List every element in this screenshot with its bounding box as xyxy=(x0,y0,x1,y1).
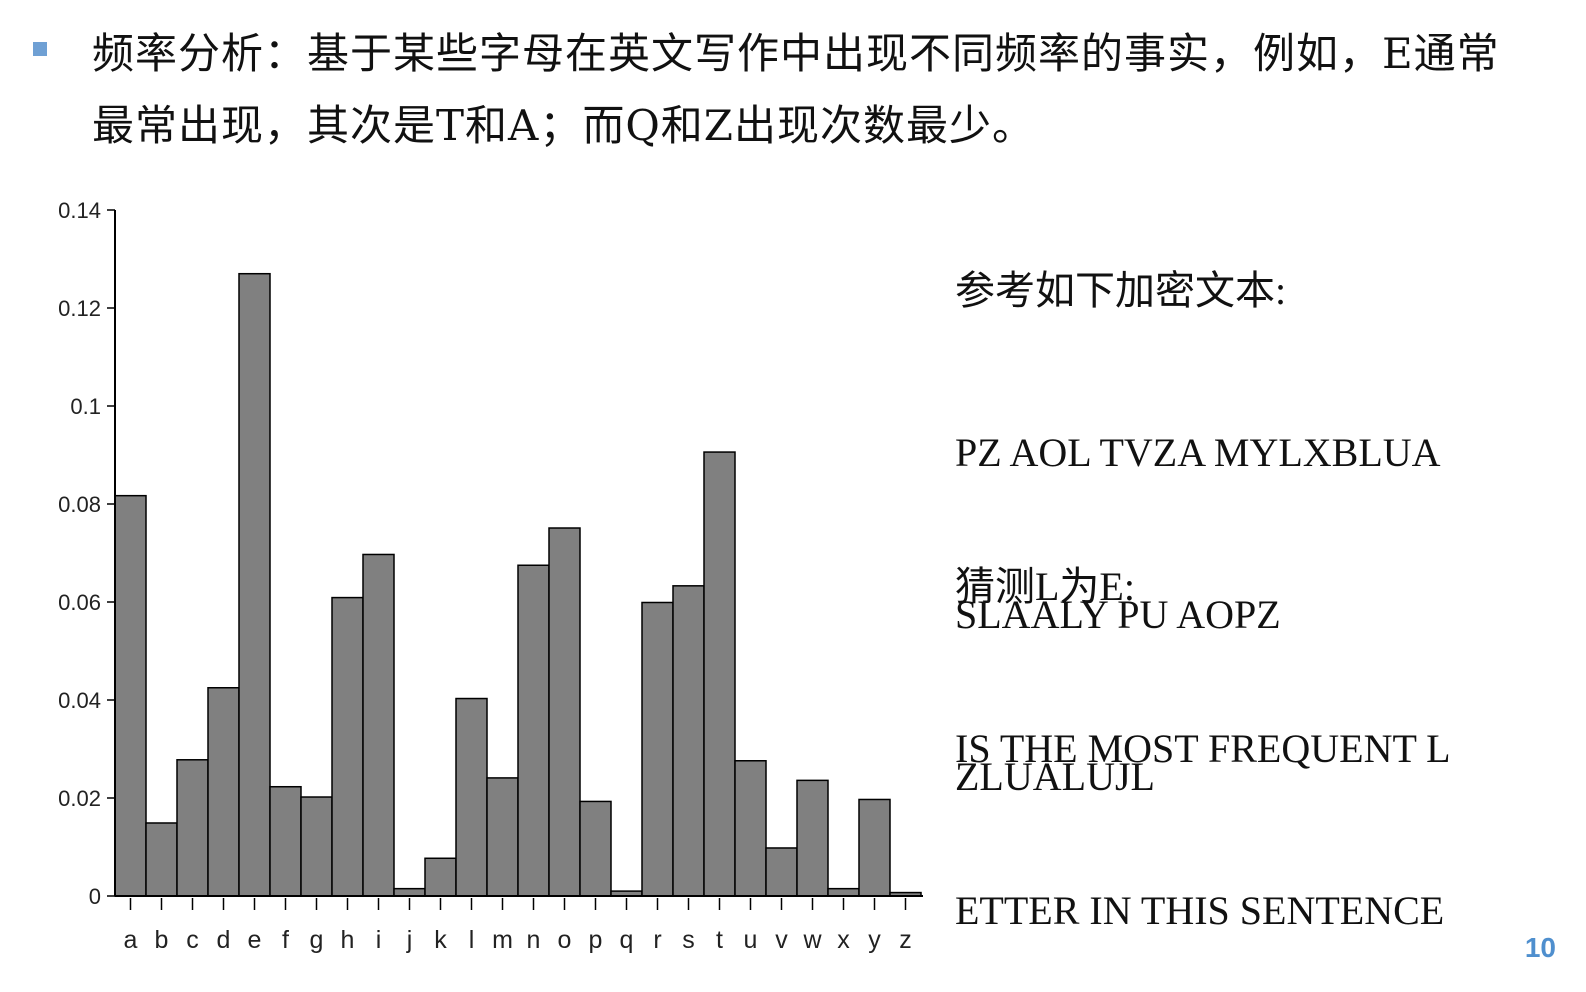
bar-b xyxy=(145,822,178,897)
cipher-line: ZLUALUJL xyxy=(955,754,1155,799)
y-tick-label: 0.12 xyxy=(58,296,101,321)
bar-r xyxy=(641,601,674,897)
bar-h xyxy=(331,596,364,897)
y-tick-label: 0.14 xyxy=(58,198,101,223)
x-tick-label: h xyxy=(341,926,355,954)
x-tick-label: m xyxy=(492,926,513,954)
x-tick-label: v xyxy=(775,926,788,954)
x-tick-label: p xyxy=(589,926,603,954)
x-tick-label: z xyxy=(899,926,912,954)
x-tick-label: i xyxy=(376,926,382,954)
bar-f xyxy=(269,785,302,897)
x-tick-label: s xyxy=(682,926,695,954)
bar-v xyxy=(765,847,798,897)
bar-t xyxy=(703,451,736,897)
bar-w xyxy=(796,779,829,897)
x-tick-label: c xyxy=(186,926,199,954)
x-tick-label: q xyxy=(620,926,634,954)
y-tick-label: 0.04 xyxy=(58,688,101,713)
y-tick-label: 0.02 xyxy=(58,786,101,811)
cipher-line: PZ AOL TVZA MYLXBLUA xyxy=(955,430,1441,475)
cipher-line: SLAALY PU AOPZ xyxy=(955,592,1281,637)
x-tick-label: y xyxy=(868,926,881,954)
x-tick-label: t xyxy=(716,926,723,954)
bar-e xyxy=(238,272,271,897)
bar-u xyxy=(734,760,767,897)
x-tick-label: f xyxy=(282,926,289,954)
x-tick-label: l xyxy=(469,926,475,954)
letter-frequency-chart: 0 0.02 0.04 0.06 0.08 0.1 0.12 0.14 a b c d e f g h i j k l… xyxy=(58,198,923,954)
bar-c xyxy=(176,759,209,897)
decrypted-line: ETTER IN THIS SENTENCE xyxy=(955,888,1445,933)
x-tick-label: a xyxy=(124,926,138,954)
bar-l xyxy=(455,697,488,897)
x-tick-label: n xyxy=(527,926,541,954)
guess-heading: 猜测L为E: xyxy=(955,564,1135,609)
y-tick-label: 0.1 xyxy=(70,394,101,419)
x-tick-label: o xyxy=(558,926,572,954)
x-tick-label: k xyxy=(434,926,447,954)
y-tick-label: 0.06 xyxy=(58,590,101,615)
x-tick-label: w xyxy=(802,926,822,954)
decrypted-line: IS THE MOST FREQUENT L xyxy=(955,726,1451,771)
bar-d xyxy=(207,687,240,897)
x-tick-label: e xyxy=(248,926,262,954)
x-tick-label: g xyxy=(310,926,324,954)
x-tick-label: r xyxy=(653,926,661,954)
y-tick-label: 0.08 xyxy=(58,492,101,517)
bar-s xyxy=(672,585,705,897)
page-number: 10 xyxy=(1524,932,1556,963)
bar-i xyxy=(362,553,395,897)
bar-a xyxy=(114,494,147,897)
bullet-square-icon xyxy=(33,42,47,56)
bar-j xyxy=(393,887,426,897)
intro-paragraph: 频率分析：基于某些字母在英文写作中出现不同频率的事实，例如，E通常最常出现，其次… xyxy=(92,29,1500,150)
y-tick-label: 0 xyxy=(89,884,101,909)
bullet-square-shape xyxy=(33,42,47,56)
bar-y xyxy=(858,798,891,897)
bar-m xyxy=(486,777,519,897)
x-tick-label: x xyxy=(837,926,850,954)
bar-k xyxy=(424,857,457,897)
decrypted-text-block: IS THE MOST FREQUENT L ETTER IN THIS SEN… xyxy=(955,614,1451,992)
bar-n xyxy=(517,564,550,897)
x-tick-label: d xyxy=(217,926,231,954)
x-tick-label: u xyxy=(744,926,758,954)
bar-o xyxy=(548,527,581,897)
cipher-heading: 参考如下加密文本: xyxy=(955,268,1287,313)
x-tick-label: j xyxy=(406,926,413,954)
bar-p xyxy=(579,800,612,897)
x-tick-label: b xyxy=(155,926,169,954)
bar-x xyxy=(827,887,860,897)
bar-g xyxy=(300,796,333,897)
cipher-text-block: PZ AOL TVZA MYLXBLUA SLAALY PU AOPZ ZLUA… xyxy=(955,318,1441,858)
